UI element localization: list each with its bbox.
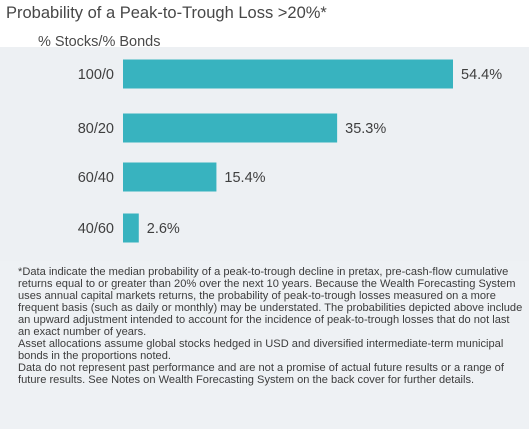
bar xyxy=(123,113,338,143)
category-label: 100/0 xyxy=(78,67,114,83)
category-label: 40/60 xyxy=(78,221,114,237)
data-label: 2.6% xyxy=(147,221,180,237)
data-label: 15.4% xyxy=(224,170,265,186)
bar xyxy=(123,59,453,89)
category-label: 80/20 xyxy=(78,121,114,137)
footnote-panel: *Data indicate the median probability of… xyxy=(0,261,529,429)
bar xyxy=(123,162,217,192)
chart-title: Probability of a Peak-to-Trough Loss >20… xyxy=(6,4,327,22)
chart-panel: 100/0 54.4% 80/20 35.3% 60/40 15.4% 40/60 2.6% xyxy=(0,47,529,261)
category-axis-label: % Stocks/% Bonds xyxy=(38,34,161,50)
category-label: 60/40 xyxy=(78,170,114,186)
data-label: 54.4% xyxy=(461,67,502,83)
footnote-text: *Data indicate the median probability of… xyxy=(18,266,523,386)
data-label: 35.3% xyxy=(345,121,386,137)
bar xyxy=(123,213,139,243)
bar-chart: 100/0 54.4% 80/20 35.3% 60/40 15.4% 40/60 2.6% xyxy=(78,59,502,243)
